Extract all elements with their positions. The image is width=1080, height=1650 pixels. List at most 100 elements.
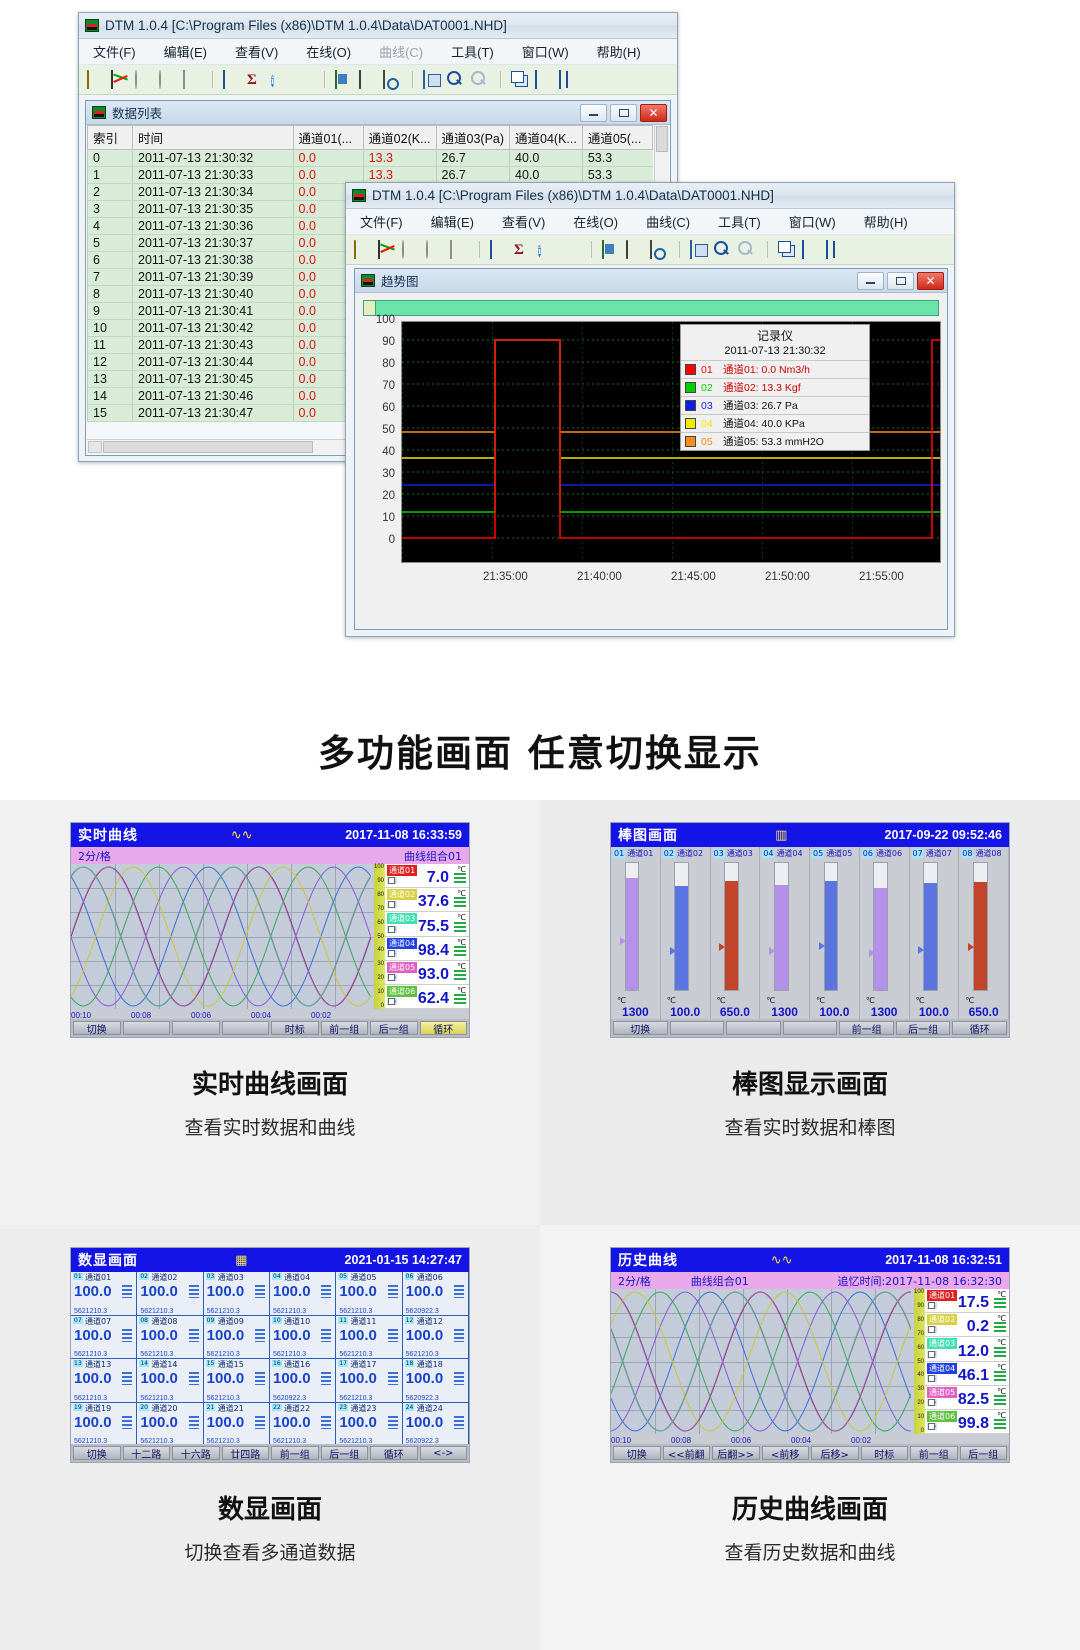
panel-history-curve[interactable]: 历史曲线 ∿∿ 2017-11-08 16:32:51 2分/格 曲线组合01 追忆时间:…: [610, 1247, 1010, 1463]
close-button[interactable]: ✕: [917, 271, 944, 290]
channel-row[interactable]: 通道06℃0699.8: [925, 1409, 1009, 1435]
menu-item-online[interactable]: 在线(O): [306, 45, 352, 60]
channel-row[interactable]: 通道05℃0582.5: [925, 1385, 1009, 1410]
footer-button[interactable]: <->: [419, 1446, 467, 1460]
footer-button[interactable]: [172, 1021, 220, 1035]
menu-item-view[interactable]: 查看(V): [234, 45, 279, 60]
menu-item-view[interactable]: 查看(V): [501, 215, 546, 230]
menubar[interactable]: 文件(F) 编辑(E) 查看(V) 在线(O) 曲线(C) 工具(T) 窗口(W…: [79, 39, 677, 65]
menu-item-tools[interactable]: 工具(T): [451, 45, 494, 60]
curve-chart-icon[interactable]: [111, 69, 130, 89]
col-ch2[interactable]: 通道02(K...: [362, 125, 437, 150]
print-icon[interactable]: [626, 239, 645, 259]
channel-row[interactable]: 通道01℃017.0: [385, 864, 469, 889]
table-row[interactable]: 1 2011-07-13 21:30:33 0.0 13.3 26.7 40.0 53.3: [87, 166, 653, 184]
footer-button[interactable]: 切换: [613, 1021, 668, 1036]
menu-item-window[interactable]: 窗口(W): [788, 215, 836, 230]
channel-checkbox[interactable]: [928, 1423, 935, 1431]
dtm-main-window-front[interactable]: DTM 1.0.4 [C:\Program Files (x86)\DTM 1.…: [345, 182, 955, 637]
print-preview-icon[interactable]: [650, 239, 669, 259]
digital-cell[interactable]: 12 通道12 100.0 5621210.3: [402, 1315, 469, 1359]
footer-button[interactable]: [122, 1021, 170, 1035]
footer-button[interactable]: 前一组: [271, 1446, 319, 1461]
sigma-icon[interactable]: Σ: [514, 241, 524, 258]
maximize-button[interactable]: [610, 103, 637, 122]
digital-cell[interactable]: 14 通道14 100.0 5621210.3: [137, 1359, 204, 1403]
history-curve-footer[interactable]: 切换 <<前翻 后翻>> <前移 后移> 时标 前一组 后一组: [611, 1444, 1009, 1462]
digital-cell[interactable]: 17 通道17 100.0 5621210.3: [336, 1359, 403, 1403]
channel-row[interactable]: 通道01℃0117.5: [925, 1289, 1009, 1314]
channel-checkbox[interactable]: [928, 1398, 935, 1406]
digital-cell[interactable]: 07 通道07 100.0 5621210.3: [71, 1315, 138, 1359]
data-list-titlebar[interactable]: 数据列表 ✕: [86, 101, 670, 125]
digital-cell[interactable]: 06 通道06 100.0 5620922.3: [402, 1272, 469, 1316]
footer-button[interactable]: 后移>: [811, 1446, 859, 1461]
menu-item-file[interactable]: 文件(F): [93, 45, 136, 60]
open-folder-icon[interactable]: [87, 69, 106, 89]
channel-row[interactable]: 通道05℃0593.0: [385, 960, 469, 985]
channel-row[interactable]: 通道02℃0237.6: [385, 888, 469, 913]
digital-cell[interactable]: 01 通道01 100.0 5621210.3: [71, 1272, 138, 1316]
col-time[interactable]: 时间: [132, 125, 294, 150]
tile-vertical-icon[interactable]: [826, 239, 845, 259]
digital-cell[interactable]: 18 通道18 100.0 5620922.3: [402, 1359, 469, 1403]
curve-plot-area[interactable]: [71, 864, 374, 1009]
zoom-in-icon[interactable]: [714, 241, 733, 259]
realtime-curve-footer[interactable]: 切换 时标 前一组 后一组 循环: [71, 1019, 469, 1037]
menu-item-help[interactable]: 帮助(H): [863, 215, 908, 230]
footer-button[interactable]: 切换: [613, 1446, 661, 1461]
digital-cell[interactable]: 20 通道20 100.0 5621210.3: [137, 1402, 204, 1446]
footer-button[interactable]: <<前翻: [662, 1446, 710, 1461]
channel-row[interactable]: 通道02℃020.2: [925, 1313, 1009, 1338]
menu-item-help[interactable]: 帮助(H): [596, 45, 641, 60]
footer-button[interactable]: 十二路: [122, 1446, 170, 1461]
digital-cell[interactable]: 04 通道04 100.0 5621210.3: [270, 1272, 337, 1316]
window-controls[interactable]: ✕: [857, 271, 944, 290]
bar-column[interactable]: 03 通道03 ℃ 650.0: [710, 847, 761, 1021]
trend-titlebar[interactable]: 趋势图 ✕: [355, 269, 947, 293]
col-ch3[interactable]: 通道03(Pa): [435, 125, 511, 150]
channel-row[interactable]: 通道03℃0312.0: [925, 1337, 1009, 1362]
pie-chart-icon[interactable]: [295, 71, 314, 89]
footer-button[interactable]: 切换: [73, 1021, 121, 1036]
menu-item-file[interactable]: 文件(F): [360, 215, 403, 230]
menu-item-curve[interactable]: 曲线(C): [379, 45, 424, 60]
channel-value-list[interactable]: 通道01℃0117.5通道02℃020.2通道03℃0312.0通道04℃044…: [925, 1289, 1009, 1435]
record-circle-icon[interactable]: [135, 69, 154, 89]
digital-cell[interactable]: 13 通道13 100.0 5621210.3: [71, 1359, 138, 1403]
legend-row[interactable]: 01 通道01: 0.0 Nm3/h: [681, 360, 869, 378]
panel-bar-graph[interactable]: 棒图画面 ▥ 2017-09-22 09:52:46 01 通道01 ℃ 1300 02 通道0…: [610, 822, 1010, 1038]
channel-checkbox[interactable]: [388, 949, 395, 957]
toolbar[interactable]: Σ i: [79, 65, 677, 95]
col-ch1[interactable]: 通道01(...: [292, 125, 364, 150]
channel-checkbox[interactable]: [928, 1326, 935, 1334]
chart-plot-area[interactable]: 记录仪 2011-07-13 21:30:32 01 通道01: 0.0 Nm3/…: [401, 321, 941, 563]
minimize-button[interactable]: [857, 271, 884, 290]
digital-cell[interactable]: 02 通道02 100.0 5621210.3: [137, 1272, 204, 1316]
zoom-in-icon[interactable]: [447, 71, 466, 89]
digital-cell[interactable]: 03 通道03 100.0 5621210.3: [203, 1272, 270, 1316]
channel-checkbox[interactable]: [928, 1302, 935, 1310]
bar-column[interactable]: 01 通道01 ℃ 1300: [611, 847, 661, 1021]
stop-square-icon[interactable]: [450, 239, 469, 259]
footer-button[interactable]: 前一组: [839, 1021, 894, 1036]
menu-item-edit[interactable]: 编辑(E): [430, 215, 474, 230]
digital-cell[interactable]: 21 通道21 100.0 5621210.3: [203, 1402, 270, 1446]
footer-button[interactable]: 循环: [952, 1021, 1008, 1036]
digital-cell[interactable]: 22 通道22 100.0 5621210.3: [270, 1402, 337, 1446]
footer-button[interactable]: 切换: [73, 1446, 121, 1461]
bar-column[interactable]: 02 通道02 ℃ 100.0: [660, 847, 711, 1021]
channel-row[interactable]: 通道04℃0446.1: [925, 1361, 1009, 1386]
cascade-windows-icon[interactable]: [778, 241, 797, 259]
stop-circle-icon[interactable]: [159, 69, 178, 89]
maximize-button[interactable]: [887, 271, 914, 290]
copy-icon[interactable]: [690, 239, 709, 259]
footer-button[interactable]: 后一组: [370, 1021, 418, 1036]
stop-circle-icon[interactable]: [426, 239, 445, 259]
export-excel-icon[interactable]: [602, 239, 621, 259]
menu-item-edit[interactable]: 编辑(E): [163, 45, 207, 60]
chart-legend[interactable]: 记录仪 2011-07-13 21:30:32 01 通道01: 0.0 Nm3/…: [680, 324, 870, 451]
info-icon[interactable]: i: [271, 74, 275, 87]
channel-row[interactable]: 通道04℃0498.4: [385, 936, 469, 961]
window-controls[interactable]: ✕: [580, 103, 667, 122]
